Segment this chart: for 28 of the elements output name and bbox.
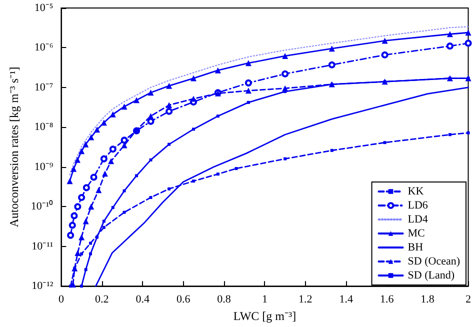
y-tick-label: 10⁻⁶ <box>34 42 54 54</box>
y-tick-label: 10⁻⁵ <box>34 2 54 14</box>
x-tick-label: 1.4 <box>339 294 354 306</box>
y-tick-label: 10⁻⁸ <box>34 121 54 134</box>
y-tick-label: 10⁻¹² <box>32 280 54 292</box>
x-tick-label: 1.6 <box>380 294 394 306</box>
y-tick-label: 10⁻¹⁰ <box>30 200 54 213</box>
x-axis-title: LWC [g m⁻³] <box>233 309 296 323</box>
y-tick-label: 10⁻¹¹ <box>32 240 54 252</box>
legend-label: LD4 <box>408 214 428 226</box>
x-tick-label: 1.8 <box>420 294 435 306</box>
legend-label: BH <box>408 242 424 254</box>
legend-label: SD (Ocean) <box>408 256 460 268</box>
x-tick-label: 1 <box>262 294 268 306</box>
y-tick-label: 10⁻⁹ <box>34 160 54 173</box>
legend-label: LD6 <box>408 200 428 212</box>
legend-label: MC <box>408 228 425 240</box>
x-tick-label: 0.2 <box>95 294 109 306</box>
x-tick-label: 2 <box>466 294 471 306</box>
y-axis-title: Autoconversion rates [kg m⁻³ s⁻¹] <box>7 66 21 228</box>
legend-label: KK <box>408 186 424 198</box>
x-tick-label: 0.6 <box>176 294 191 306</box>
x-tick-label: 0.8 <box>217 294 232 306</box>
x-tick-label: 0 <box>58 294 64 306</box>
legend-label: SD (Land) <box>408 270 455 282</box>
y-tick-label: 10⁻⁷ <box>34 81 54 94</box>
x-tick-label: 1.2 <box>298 294 312 306</box>
x-tick-label: 0.4 <box>136 294 150 306</box>
